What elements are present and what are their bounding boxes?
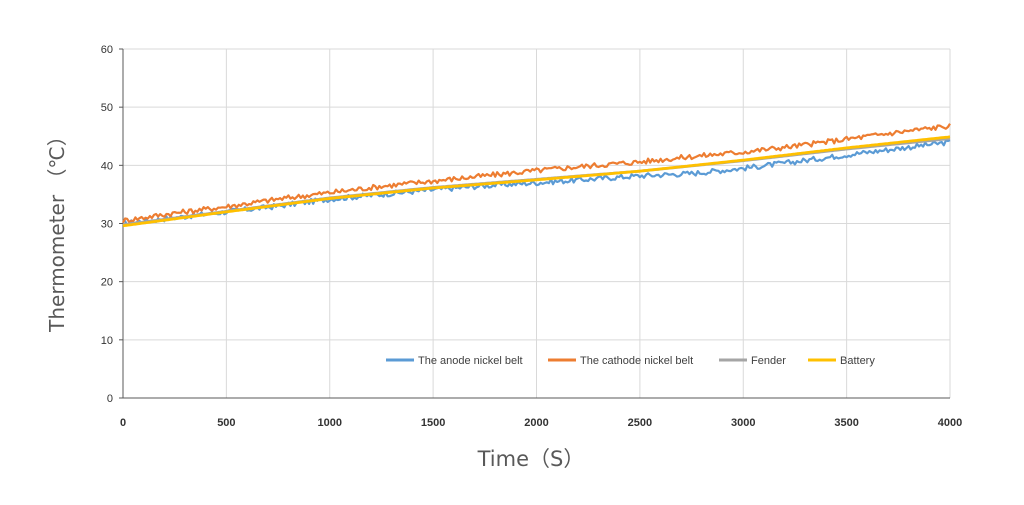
x-axis-title: Time（S） — [477, 447, 585, 471]
x-tick-label: 0 — [120, 417, 126, 429]
series-line-2 — [122, 123, 951, 224]
x-tick-label: 1500 — [421, 417, 445, 429]
legend: The anode nickel belt The cathode nickel … — [386, 355, 875, 367]
series-lines — [122, 123, 951, 228]
legend-label: The anode nickel belt — [418, 355, 523, 367]
x-tick-label: 2000 — [524, 417, 548, 429]
legend-label: The cathode nickel belt — [580, 355, 693, 367]
x-tick-label: 4000 — [938, 417, 962, 429]
tick-labels: 0 10 20 30 40 50 60 0 500 1000 1500 2000 2500 3000 350… — [101, 44, 962, 429]
y-axis-title: Thermometer （℃） — [45, 126, 69, 333]
y-tick-label: 40 — [101, 160, 113, 172]
series-line-4 — [122, 135, 951, 228]
x-tick-label: 2500 — [628, 417, 652, 429]
y-tick-label: 10 — [101, 335, 113, 347]
legend-label: Fender — [751, 355, 786, 367]
y-tick-label: 50 — [101, 102, 113, 114]
x-tick-label: 3500 — [834, 417, 858, 429]
y-tick-label: 60 — [101, 44, 113, 56]
grid — [123, 48, 951, 398]
x-tick-label: 500 — [217, 417, 235, 429]
x-tick-label: 3000 — [731, 417, 755, 429]
x-tick-label: 1000 — [318, 417, 342, 429]
y-tick-label: 0 — [107, 393, 113, 405]
y-tick-label: 20 — [101, 277, 113, 289]
legend-label: Battery — [840, 355, 875, 367]
y-tick-label: 30 — [101, 219, 113, 231]
